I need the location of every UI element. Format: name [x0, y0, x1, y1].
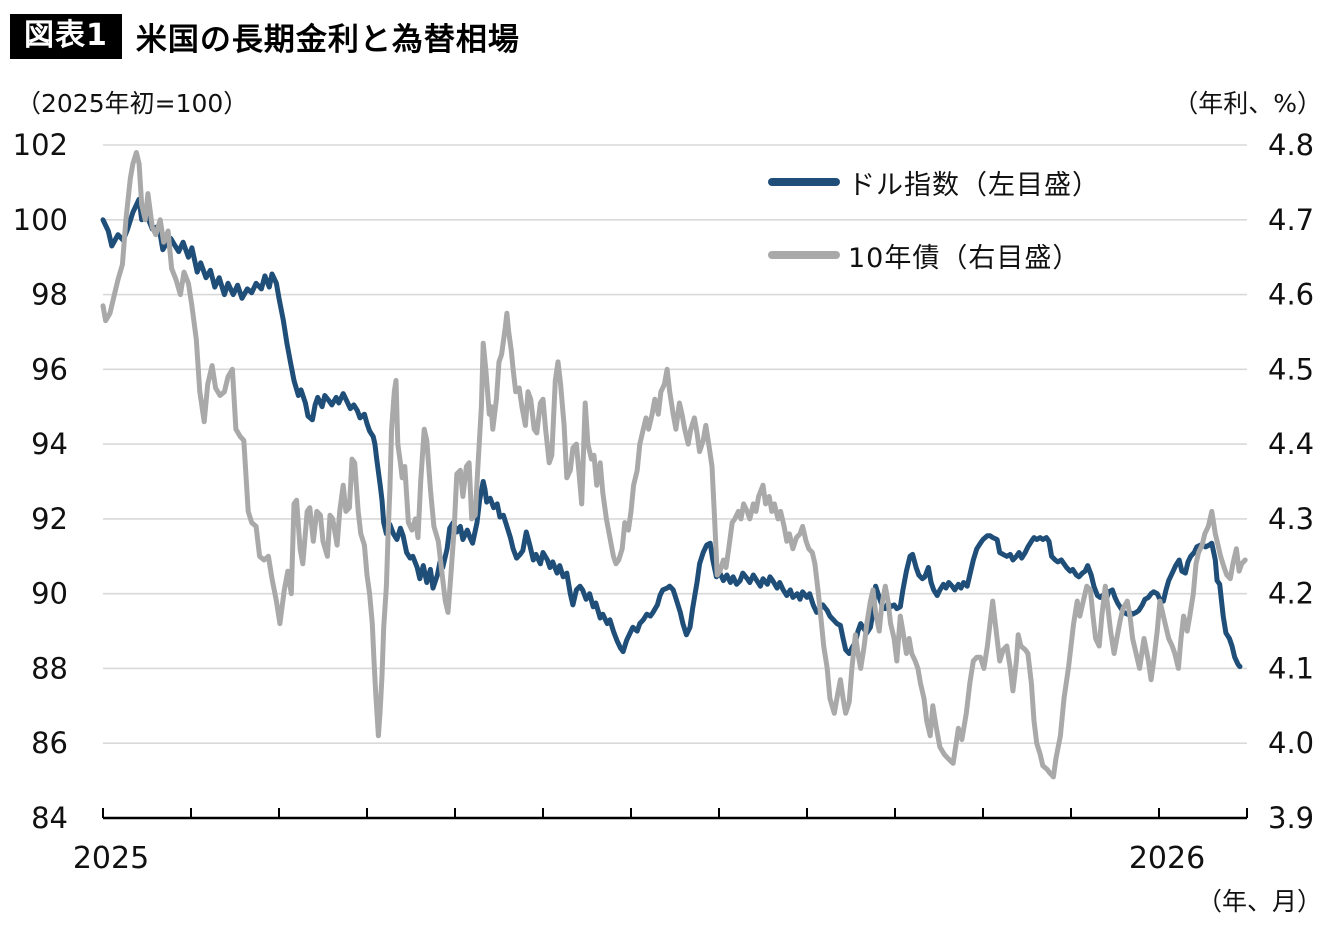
- y-axis-label-right: 4.3: [1268, 502, 1314, 536]
- legend-item-10y-bond: 10年債（右目盛）: [768, 233, 1100, 277]
- y-axis-label-right: 4.0: [1268, 726, 1314, 760]
- figure-badge: 図表1: [10, 14, 122, 59]
- y-axis-label-right: 4.4: [1268, 427, 1314, 461]
- y-axis-label-left: 88: [31, 651, 68, 685]
- y-axis-label-right: 4.8: [1268, 128, 1314, 162]
- legend: ドル指数（左目盛） 10年債（右目盛）: [768, 160, 1100, 277]
- left-axis-unit-label: （2025年初=100）: [16, 89, 249, 118]
- legend-swatch-dollar-index: [768, 178, 840, 186]
- y-axis-label-left: 96: [31, 352, 68, 386]
- y-axis-label-right: 3.9: [1268, 801, 1314, 835]
- legend-label-dollar-index: ドル指数（左目盛）: [848, 169, 1100, 201]
- y-axis-label-left: 102: [13, 128, 68, 162]
- page-title: 米国の長期金利と為替相場: [135, 22, 520, 58]
- x-axis-unit-label: （年、月）: [1196, 887, 1322, 916]
- y-axis-label-left: 84: [31, 801, 68, 835]
- y-axis-label-right: 4.6: [1268, 278, 1314, 312]
- y-axis-label-left: 98: [31, 278, 68, 312]
- legend-label-10y-bond: 10年債（右目盛）: [848, 242, 1081, 274]
- y-axis-label-left: 94: [31, 427, 68, 461]
- chart-header: 図表1 米国の長期金利と為替相場: [10, 14, 520, 59]
- y-axis-label-right: 4.1: [1268, 651, 1314, 685]
- x-axis-label-2026: 2026: [1129, 841, 1205, 876]
- x-axis-label-2025: 2025: [73, 841, 149, 876]
- y-axis-label-right: 4.2: [1268, 577, 1314, 611]
- y-axis-label-left: 92: [31, 502, 68, 536]
- y-axis-label-right: 4.7: [1268, 203, 1314, 237]
- y-axis-label-right: 4.5: [1268, 352, 1314, 386]
- series-line-10y-bond: [100, 150, 1248, 780]
- right-axis-unit-label: （年利、%）: [1173, 89, 1322, 118]
- y-axis-label-left: 90: [31, 577, 68, 611]
- series-line-dollar-index: [100, 196, 1243, 670]
- legend-swatch-10y-bond: [768, 251, 840, 259]
- y-axis-label-left: 100: [13, 203, 68, 237]
- y-axis-label-left: 86: [31, 726, 68, 760]
- legend-item-dollar-index: ドル指数（左目盛）: [768, 160, 1100, 204]
